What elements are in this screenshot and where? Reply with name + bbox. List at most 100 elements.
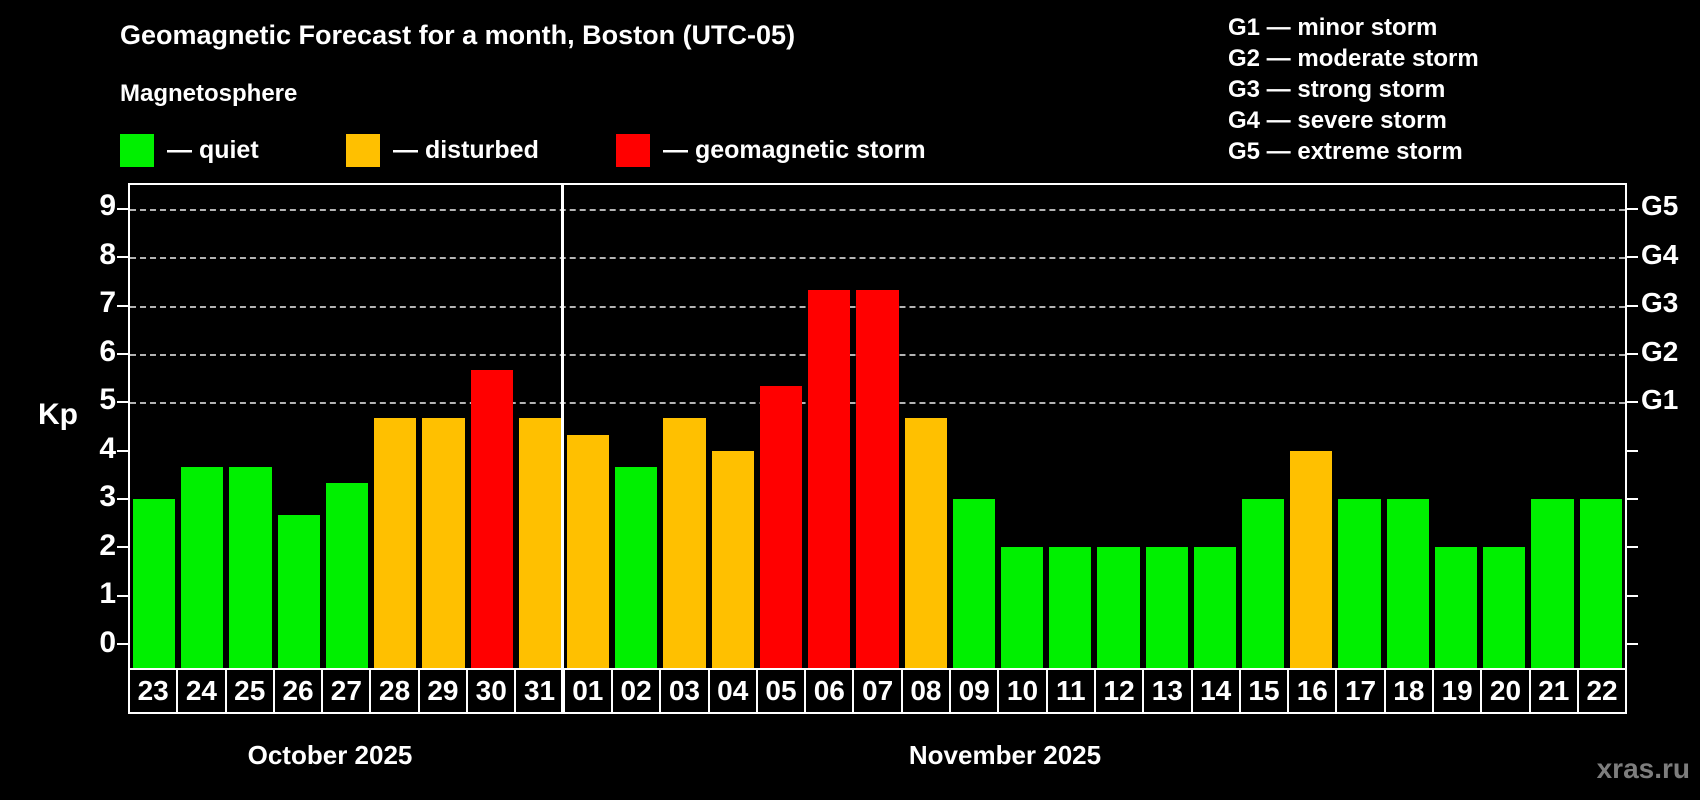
date-cell-17: 17 (1337, 670, 1386, 712)
kp-bar-day-07 (856, 289, 899, 668)
bar-slot-day-06 (805, 185, 853, 668)
date-cell-28: 28 (371, 670, 420, 712)
axis-tick (117, 497, 128, 500)
storm-scale-legend-line: G3 — strong storm (1228, 76, 1446, 103)
bar-slot-day-14 (1191, 185, 1239, 668)
axis-tick (1627, 497, 1638, 500)
legend-label-storm: — geomagnetic storm (663, 136, 926, 164)
kp-bar-day-20 (1483, 547, 1526, 668)
plot-area (117, 183, 1638, 668)
date-cell-19: 19 (1434, 670, 1483, 712)
axis-tick (1627, 353, 1638, 356)
date-cell-10: 10 (999, 670, 1048, 712)
date-cell-24: 24 (178, 670, 227, 712)
bars-container (130, 185, 1625, 668)
date-cell-27: 27 (323, 670, 372, 712)
g-axis-label-G4: G4 (1641, 238, 1679, 270)
y-axis-label-2: 2 (99, 528, 116, 562)
axis-tick (1627, 449, 1638, 452)
bar-slot-day-10 (998, 185, 1046, 668)
y-axis-label-6: 6 (99, 334, 116, 368)
g-axis-label-G2: G2 (1641, 335, 1679, 367)
bar-slot-day-20 (1480, 185, 1528, 668)
kp-bar-day-05 (759, 386, 803, 668)
kp-bar-day-26 (277, 514, 320, 668)
kp-bar-day-13 (1145, 547, 1188, 668)
legend-label-disturbed: — disturbed (393, 136, 539, 164)
kp-bar-day-19 (1434, 547, 1478, 668)
legend-item-quiet: — quiet (120, 134, 259, 167)
chart-subtitle: Magnetosphere (120, 80, 298, 107)
date-axis-row: 23 24 25 26 27 28 29 30 31 01 02 03 04 05 06 07 08 09 10 11… (128, 668, 1627, 714)
storm-color-swatch (616, 134, 650, 167)
y-axis-label-5: 5 (99, 383, 116, 417)
bar-slot-day-30 (468, 185, 516, 668)
date-cell-15: 15 (1241, 670, 1290, 712)
y-axis-label-0: 0 (99, 625, 116, 659)
bar-slot-day-01 (564, 185, 612, 668)
date-cell-09: 09 (951, 670, 1000, 712)
kp-bar-day-16 (1290, 450, 1333, 668)
kp-bar-day-02 (615, 466, 658, 668)
bar-slot-day-21 (1528, 185, 1576, 668)
storm-scale-legend-line: G2 — moderate storm (1228, 45, 1479, 72)
kp-bar-day-04 (711, 450, 754, 668)
y-axis-label-4: 4 (99, 431, 116, 465)
month-label-october: October 2025 (247, 740, 413, 770)
bar-slot-day-26 (275, 185, 323, 668)
kp-bar-day-08 (904, 418, 947, 668)
storm-scale-legend-line: G4 — severe storm (1228, 107, 1447, 134)
axis-tick (1627, 642, 1638, 645)
kp-bar-day-24 (181, 466, 224, 668)
axis-tick (117, 546, 128, 549)
bar-slot-day-23 (130, 185, 178, 668)
axis-tick (117, 449, 128, 452)
bar-slot-day-11 (1046, 185, 1094, 668)
kp-bar-day-18 (1386, 498, 1429, 668)
date-cell-29: 29 (420, 670, 469, 712)
bar-slot-day-16 (1287, 185, 1335, 668)
axis-tick (117, 208, 128, 211)
kp-bar-day-10 (1000, 547, 1044, 668)
kp-bar-day-29 (422, 418, 465, 668)
date-cell-08: 08 (903, 670, 952, 712)
chart-title: Geomagnetic Forecast for a month, Boston… (120, 20, 796, 50)
bar-slot-day-04 (709, 185, 757, 668)
kp-bar-day-21 (1531, 498, 1574, 668)
bar-slot-day-12 (1094, 185, 1142, 668)
date-cell-31: 31 (516, 670, 565, 712)
kp-bar-day-06 (808, 289, 851, 668)
g-axis-label-G3: G3 (1641, 287, 1679, 319)
date-cell-22: 22 (1586, 675, 1618, 706)
kp-bar-day-23 (133, 498, 176, 668)
date-cell-21: 21 (1531, 670, 1579, 712)
g-axis-label-G5: G5 (1641, 190, 1679, 222)
kp-bar-day-09 (952, 498, 995, 668)
bar-slot-day-24 (178, 185, 226, 668)
axis-tick (1627, 546, 1638, 549)
axis-tick (117, 304, 128, 307)
bar-slot-day-22 (1577, 185, 1625, 668)
y-axis-title: Kp (38, 398, 78, 431)
y-axis-label-1: 1 (99, 577, 116, 611)
date-cell-03: 03 (661, 670, 710, 712)
date-cell-12: 12 (1096, 670, 1145, 712)
date-cell-26: 26 (275, 670, 324, 712)
date-cell-07: 07 (854, 670, 903, 712)
date-cell-25: 25 (227, 670, 275, 712)
y-axis-label-8: 8 (99, 237, 116, 271)
kp-bar-day-30 (470, 370, 513, 668)
date-cell-16: 16 (1289, 670, 1338, 712)
kp-bar-day-31 (518, 418, 561, 668)
kp-bar-day-28 (374, 418, 417, 668)
kp-bar-day-17 (1338, 498, 1381, 668)
bar-slot-day-05 (757, 185, 805, 668)
month-label-november: November 2025 (908, 740, 1102, 770)
date-cell-05: 05 (758, 670, 807, 712)
kp-bar-day-01 (566, 434, 610, 668)
y-axis-label-7: 7 (99, 286, 116, 320)
kp-bar-day-03 (663, 418, 706, 668)
axis-tick (117, 256, 128, 259)
storm-scale-legend-line: G5 — extreme storm (1228, 138, 1463, 165)
